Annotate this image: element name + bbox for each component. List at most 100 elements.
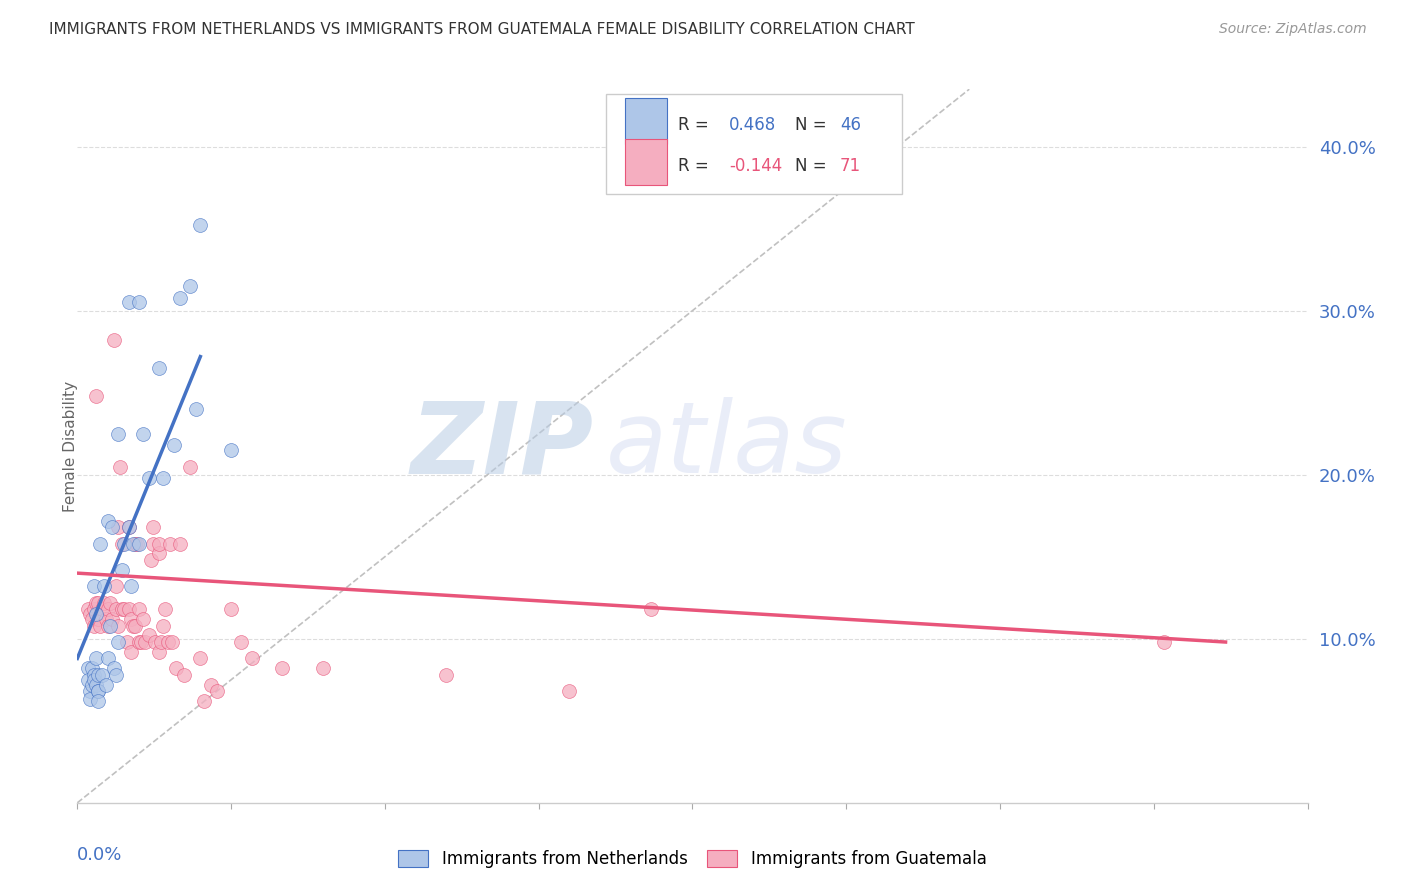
- Text: 71: 71: [841, 157, 862, 175]
- Point: [1153, 635, 1175, 649]
- Point: [84, 607, 107, 622]
- Point: [436, 668, 458, 682]
- Point: [103, 333, 125, 347]
- Point: [76, 602, 98, 616]
- Point: [312, 661, 335, 675]
- Point: [128, 295, 150, 310]
- Point: [142, 536, 165, 550]
- Text: N =: N =: [794, 116, 831, 134]
- Point: [138, 628, 160, 642]
- Point: [84, 651, 107, 665]
- Point: [84, 678, 107, 692]
- Point: [173, 668, 195, 682]
- Point: [97, 514, 120, 528]
- Point: [179, 279, 201, 293]
- Point: [94, 678, 117, 692]
- Point: [219, 443, 242, 458]
- Text: 0.0%: 0.0%: [77, 846, 122, 863]
- Point: [160, 635, 183, 649]
- Point: [80, 612, 103, 626]
- Point: [200, 678, 222, 692]
- Point: [76, 661, 98, 675]
- Point: [193, 694, 215, 708]
- Point: [188, 651, 212, 665]
- Point: [79, 684, 101, 698]
- Point: [80, 678, 103, 692]
- Point: [101, 612, 124, 626]
- Point: [87, 596, 110, 610]
- Point: [98, 596, 121, 610]
- Text: R =: R =: [678, 116, 714, 134]
- Point: [124, 618, 146, 632]
- FancyBboxPatch shape: [624, 98, 666, 145]
- Point: [134, 635, 156, 649]
- Point: [120, 612, 142, 626]
- Point: [155, 602, 177, 616]
- Point: [128, 536, 150, 550]
- Point: [89, 536, 111, 550]
- Point: [87, 684, 110, 698]
- Point: [83, 668, 105, 682]
- Point: [121, 536, 143, 550]
- Point: [117, 295, 139, 310]
- Point: [138, 471, 160, 485]
- Point: [87, 612, 110, 626]
- Point: [115, 635, 138, 649]
- Point: [640, 602, 662, 616]
- Point: [83, 579, 105, 593]
- Point: [156, 635, 179, 649]
- Point: [188, 219, 212, 233]
- Point: [90, 668, 114, 682]
- Point: [142, 520, 165, 534]
- Point: [87, 694, 110, 708]
- Point: [110, 459, 132, 474]
- Point: [93, 596, 115, 610]
- Point: [89, 618, 111, 632]
- Point: [105, 602, 128, 616]
- Point: [165, 661, 187, 675]
- Point: [79, 607, 101, 622]
- Text: 46: 46: [841, 116, 860, 134]
- Point: [97, 602, 120, 616]
- Point: [132, 426, 155, 441]
- Point: [103, 661, 125, 675]
- Point: [79, 692, 101, 706]
- Point: [84, 596, 107, 610]
- Point: [97, 618, 120, 632]
- Point: [87, 684, 110, 698]
- Point: [152, 618, 174, 632]
- Point: [117, 520, 139, 534]
- Point: [240, 651, 263, 665]
- Point: [120, 579, 142, 593]
- Point: [219, 602, 242, 616]
- Point: [205, 684, 228, 698]
- Point: [84, 389, 107, 403]
- Point: [105, 579, 128, 593]
- Text: Source: ZipAtlas.com: Source: ZipAtlas.com: [1219, 22, 1367, 37]
- Point: [107, 520, 129, 534]
- Text: -0.144: -0.144: [730, 157, 783, 175]
- Point: [231, 635, 253, 649]
- Point: [148, 546, 170, 560]
- Text: ZIP: ZIP: [411, 398, 595, 494]
- Text: N =: N =: [794, 157, 831, 175]
- Point: [128, 602, 150, 616]
- Point: [117, 520, 139, 534]
- Point: [111, 602, 134, 616]
- Point: [125, 536, 148, 550]
- Point: [186, 402, 208, 417]
- Point: [83, 673, 105, 687]
- Point: [141, 553, 163, 567]
- Point: [93, 579, 115, 593]
- Point: [105, 668, 128, 682]
- Point: [80, 661, 103, 675]
- Point: [83, 618, 105, 632]
- Point: [111, 563, 134, 577]
- Point: [163, 438, 186, 452]
- Point: [271, 661, 294, 675]
- Point: [124, 536, 146, 550]
- Point: [114, 536, 136, 550]
- Point: [148, 645, 170, 659]
- Text: R =: R =: [678, 157, 714, 175]
- Point: [169, 536, 191, 550]
